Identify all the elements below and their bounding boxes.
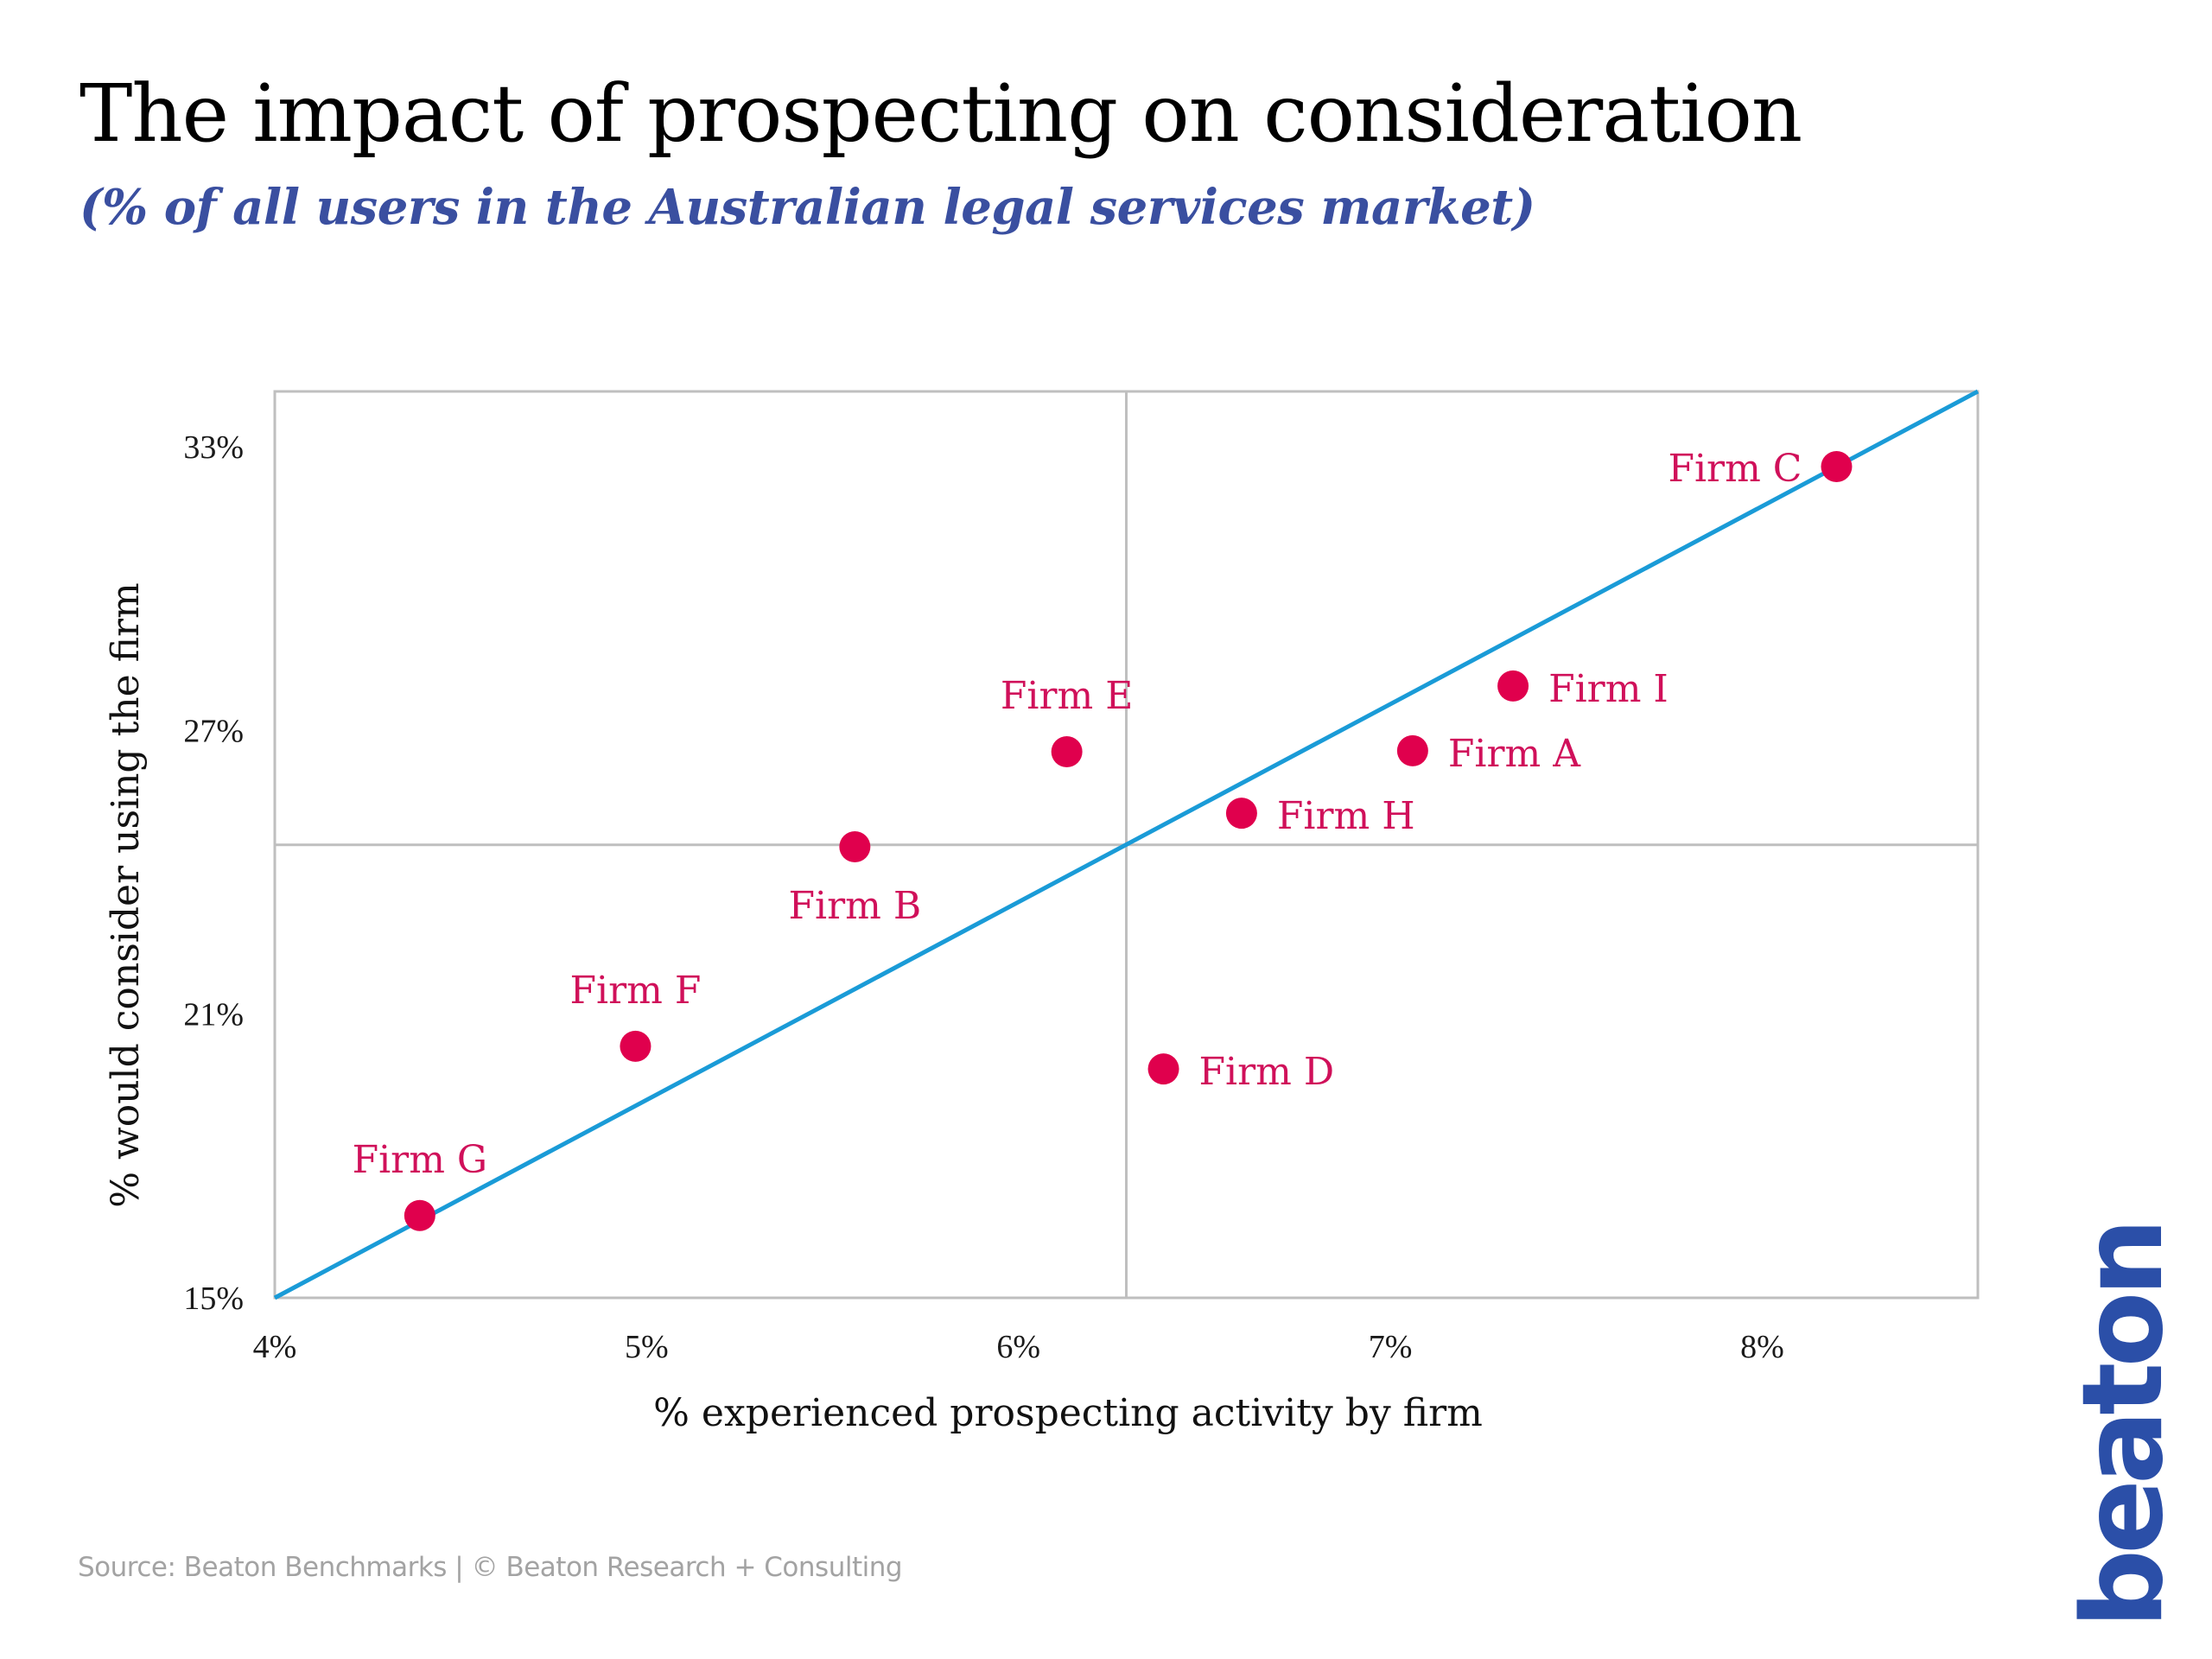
y-tick-label: 27%: [183, 713, 244, 749]
data-point: [1497, 670, 1529, 702]
y-tick-label: 15%: [183, 1281, 244, 1317]
data-points: Firm A Firm B Firm C Firm D Firm E Firm F Firm…: [353, 447, 1853, 1231]
data-point: [839, 830, 871, 862]
data-point-group: Firm A: [1396, 732, 1581, 776]
source-footnote: Source: Beaton Benchmarks | © Beaton Res…: [78, 1552, 903, 1583]
x-axis-title: % experienced prospecting activity by fi…: [653, 1391, 1483, 1435]
x-tick-label: 6%: [996, 1329, 1040, 1365]
y-tick-label: 33%: [183, 429, 244, 466]
data-point-label: Firm F: [570, 969, 702, 1013]
data-point-label: Firm H: [1277, 794, 1415, 838]
data-point-label: Firm C: [1668, 447, 1802, 491]
data-point-group: Firm H: [1225, 794, 1415, 838]
data-point: [1147, 1053, 1179, 1085]
data-point-group: Firm E: [1001, 674, 1133, 767]
y-tick-label: 21%: [183, 997, 244, 1033]
data-point: [404, 1199, 435, 1231]
x-tick-label: 8%: [1740, 1329, 1784, 1365]
data-point: [1225, 798, 1257, 830]
data-point-label: Firm B: [789, 884, 922, 928]
x-tick-label: 7%: [1369, 1329, 1413, 1365]
y-axis-title: % would consider using the firm: [104, 582, 148, 1208]
x-tick-label: 4%: [253, 1329, 297, 1365]
data-point-label: Firm A: [1448, 732, 1581, 776]
y-axis-ticks: 15% 21% 27% 33%: [183, 429, 244, 1317]
x-axis-ticks: 4% 5% 6% 7% 8%: [253, 1329, 1784, 1365]
trend-line: [273, 389, 1980, 1300]
data-point-group: Firm G: [353, 1138, 488, 1231]
data-point-label: Firm D: [1199, 1050, 1335, 1094]
data-point-label: Firm G: [353, 1138, 488, 1182]
x-tick-label: 5%: [625, 1329, 669, 1365]
data-point-group: Firm F: [570, 969, 702, 1062]
chart-title: The impact of prospecting on considerati…: [79, 67, 1802, 160]
chart-subtitle: (% of all users in the Australian legal …: [79, 179, 1535, 236]
data-point-group: Firm B: [789, 830, 922, 928]
data-point: [620, 1030, 652, 1062]
beaton-logo: beaton: [2059, 1223, 2188, 1629]
data-point-group: Firm I: [1497, 667, 1669, 711]
data-point: [1051, 735, 1083, 767]
data-point-group: Firm D: [1147, 1050, 1335, 1094]
data-point: [1396, 734, 1428, 766]
data-point-label: Firm I: [1548, 667, 1669, 711]
data-point-group: Firm C: [1668, 447, 1853, 491]
data-point: [1821, 451, 1853, 483]
data-point-label: Firm E: [1001, 674, 1133, 718]
plot-area-border: [273, 390, 1980, 1300]
